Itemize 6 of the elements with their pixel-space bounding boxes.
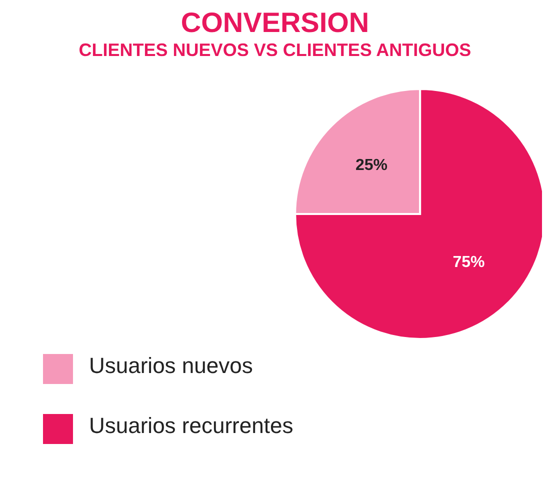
data-label: 25% <box>355 156 388 174</box>
legend-label: Usuarios nuevos <box>89 353 253 378</box>
chart-title: CONVERSION <box>180 7 370 38</box>
data-label: 75% <box>452 254 485 272</box>
legend-label: Usuarios recurrentes <box>89 413 294 438</box>
chart-subtitle: CLIENTES NUEVOS VS CLIENTES ANTIGUOS <box>78 40 472 61</box>
